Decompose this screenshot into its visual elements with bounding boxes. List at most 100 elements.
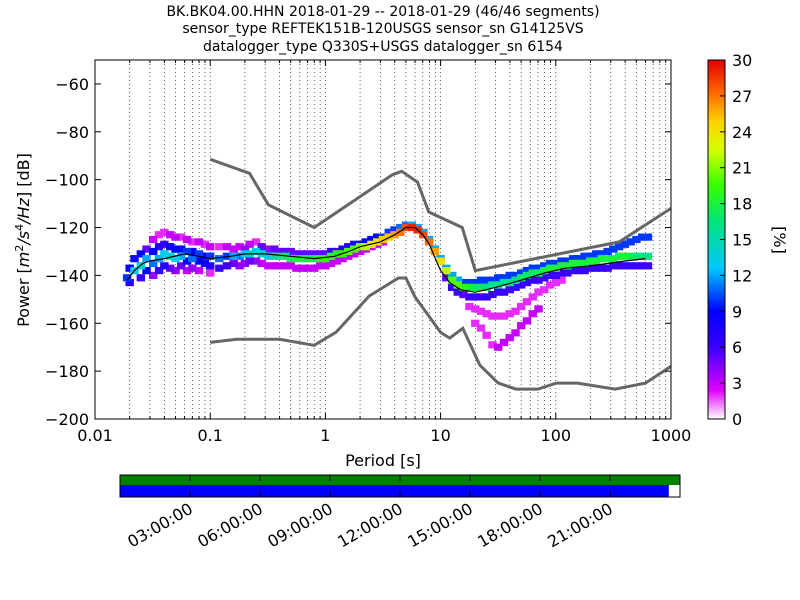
heatmap-cell xyxy=(528,276,537,284)
timeline-tick-label: 06:00:00 xyxy=(194,499,266,551)
heatmap-cell xyxy=(540,262,549,270)
heatmap-cell xyxy=(350,240,359,248)
heatmap-cell xyxy=(264,252,273,260)
heatmap-cell xyxy=(580,267,589,275)
heatmap-cell xyxy=(321,250,330,258)
heatmap-cell xyxy=(586,264,595,272)
coverage-timeline: 03:00:0006:00:0009:00:0012:00:0015:00:00… xyxy=(119,474,681,551)
heatmap-cell xyxy=(568,259,578,268)
heatmap-cell xyxy=(511,283,520,291)
model-curves xyxy=(126,157,671,391)
heatmap-cell xyxy=(396,228,405,236)
heatmap-cell xyxy=(292,264,301,272)
heatmap-cell xyxy=(338,245,347,253)
heatmap-cell xyxy=(136,250,146,258)
heatmap-cell xyxy=(626,262,635,270)
heatmap-cell xyxy=(632,262,641,270)
heatmap-cell xyxy=(476,293,486,301)
heatmap-cell xyxy=(281,247,290,256)
heatmap-cell xyxy=(176,262,186,270)
heatmap-cell xyxy=(384,228,393,236)
x-axis-label: Period [s] xyxy=(345,451,421,470)
colorbar-tick-label: 30 xyxy=(732,51,752,70)
x-tick-label: 10 xyxy=(430,426,450,445)
heatmap-cell xyxy=(465,283,474,291)
axis-ticks: 0.01 0.1 1 10 100 1000 −60 −80 −100 −120 −140 −160 −… xyxy=(45,60,691,445)
colorbar-tick-label: 21 xyxy=(732,159,752,178)
colorbar-tick-label: 6 xyxy=(732,338,742,357)
heatmap-cell xyxy=(235,262,244,270)
heatmap-cell xyxy=(142,255,151,263)
high-noise-model-line xyxy=(209,157,671,273)
heatmap-cell xyxy=(251,257,261,265)
heatmap-cell xyxy=(488,281,497,289)
heatmap-cell xyxy=(142,267,151,275)
heatmap-cell xyxy=(321,262,330,270)
heatmap-cell xyxy=(643,262,653,270)
y-axis-label: Power [m2/s4/Hz] [dB] xyxy=(13,153,34,327)
heatmap-cell xyxy=(206,252,215,260)
heatmap-cell xyxy=(591,257,601,265)
heatmap-cell xyxy=(188,264,197,272)
heatmap-cell xyxy=(160,228,169,236)
heatmap-cell xyxy=(361,243,370,251)
heatmap-cell xyxy=(586,252,595,260)
heatmap-cell xyxy=(482,331,491,339)
plot-frame xyxy=(94,59,672,420)
heatmap-cell xyxy=(264,262,273,270)
heatmap-cell xyxy=(511,276,520,284)
heatmap-cell xyxy=(597,264,607,272)
heatmap-cell xyxy=(476,324,486,332)
heatmap-cell xyxy=(171,255,180,263)
heatmap-cells xyxy=(122,221,653,351)
heatmap-cell xyxy=(545,281,555,289)
heatmap-cell xyxy=(505,310,514,318)
heatmap-cell xyxy=(545,259,555,268)
heatmap-cell xyxy=(154,267,164,275)
heatmap-cell xyxy=(620,252,630,260)
heatmap-cell xyxy=(182,257,192,265)
heatmap-cell xyxy=(292,250,301,258)
heatmap-cell xyxy=(182,247,192,256)
heatmap-cell xyxy=(270,245,279,253)
heatmap-cell xyxy=(597,255,607,263)
heatmap-cell xyxy=(459,283,468,291)
heatmap-cell xyxy=(493,343,503,351)
heatmap-cell xyxy=(597,250,607,258)
heatmap-cell xyxy=(568,255,578,263)
heatmap-cell xyxy=(303,255,312,263)
heatmap-cell xyxy=(154,243,164,251)
heatmap-cell xyxy=(522,267,532,275)
heatmap-cell xyxy=(378,235,388,244)
y-tick-label: −160 xyxy=(45,314,89,333)
heatmap-cell xyxy=(373,233,382,241)
heatmap-cell xyxy=(517,322,526,330)
heatmap-cell xyxy=(453,281,462,289)
colorbar-tick-label: 15 xyxy=(732,231,752,250)
heatmap-cell xyxy=(338,255,347,263)
heatmap-cell xyxy=(154,255,164,263)
heatmap-cell xyxy=(188,255,197,263)
heatmap-cell xyxy=(580,259,589,268)
x-tick-label: 1000 xyxy=(651,426,692,445)
heatmap-cell xyxy=(511,307,520,315)
heatmap-cell xyxy=(493,274,503,282)
heatmap-cell xyxy=(517,274,526,282)
heatmap-cell xyxy=(442,267,451,275)
heatmap-cell xyxy=(557,269,566,277)
heatmap-cell xyxy=(264,245,273,253)
heatmap-cell xyxy=(215,264,224,272)
heatmap-cell xyxy=(626,238,635,246)
heatmap-cell xyxy=(574,267,584,275)
colorbar-tick-label: 3 xyxy=(732,374,742,393)
heatmap-cell xyxy=(447,283,457,291)
heatmap-cell xyxy=(471,278,480,287)
heatmap-cell xyxy=(200,240,210,248)
heatmap-cell xyxy=(160,240,169,248)
heatmap-cell xyxy=(540,267,549,275)
heatmap-cell xyxy=(160,250,169,258)
colorbar-tick-label: 12 xyxy=(732,266,752,285)
heatmap-cell xyxy=(557,262,566,270)
heatmap-cell xyxy=(563,262,572,270)
heatmap-cell xyxy=(148,235,158,244)
